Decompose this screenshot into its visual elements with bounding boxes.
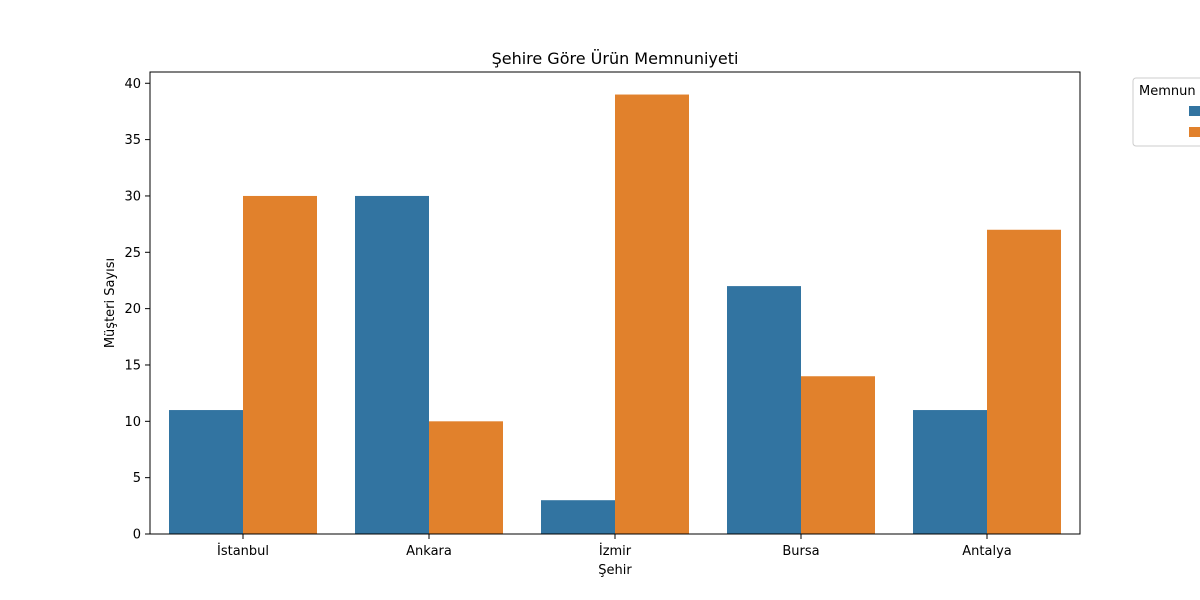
bar-2-4 xyxy=(801,376,875,534)
y-tick-label: 0 xyxy=(133,528,141,543)
plot-frame xyxy=(149,71,1081,535)
x-tick-label: Ankara xyxy=(406,544,452,559)
bar-1-1 xyxy=(169,410,243,534)
y-tick-label: 40 xyxy=(124,77,141,92)
legend-items xyxy=(1189,106,1200,137)
legend-title: Memnun xyxy=(1139,84,1196,99)
y-tick-label: 5 xyxy=(133,471,141,486)
y-tick-label: 10 xyxy=(124,415,141,430)
legend-swatch-1 xyxy=(1189,106,1200,116)
legend-swatch-2 xyxy=(1189,127,1200,137)
bars-layer xyxy=(169,94,1061,534)
y-tick-label: 20 xyxy=(124,302,141,317)
x-axis-label: Şehir xyxy=(598,563,632,578)
bar-1-4 xyxy=(727,286,801,534)
x-tick-label: Antalya xyxy=(962,544,1011,559)
bar-2-3 xyxy=(615,94,689,534)
chart-title: Şehire Göre Ürün Memnuniyeti xyxy=(492,49,739,68)
bar-1-5 xyxy=(913,410,987,534)
y-axis-ticks: 0 5 10 15 20 25 30 35 40 xyxy=(124,77,150,543)
bar-2-5 xyxy=(987,229,1061,534)
x-tick-label: İzmir xyxy=(599,543,632,559)
bar-1-2 xyxy=(355,195,429,534)
x-axis-ticks: İstanbul Ankara İzmir Bursa Antalya xyxy=(217,534,1012,559)
y-tick-label: 25 xyxy=(124,246,141,261)
x-tick-label: Bursa xyxy=(782,544,819,559)
y-axis-label: Müşteri Sayısı xyxy=(103,258,118,348)
y-tick-label: 15 xyxy=(124,358,141,373)
y-tick-label: 35 xyxy=(124,133,141,148)
bar-1-3 xyxy=(541,500,615,534)
x-tick-label: İstanbul xyxy=(217,543,269,559)
bar-2-1 xyxy=(243,195,317,534)
bar-2-2 xyxy=(429,421,503,534)
y-tick-label: 30 xyxy=(124,189,141,204)
legend-box xyxy=(1132,77,1200,147)
legend: Memnun xyxy=(1132,77,1200,147)
